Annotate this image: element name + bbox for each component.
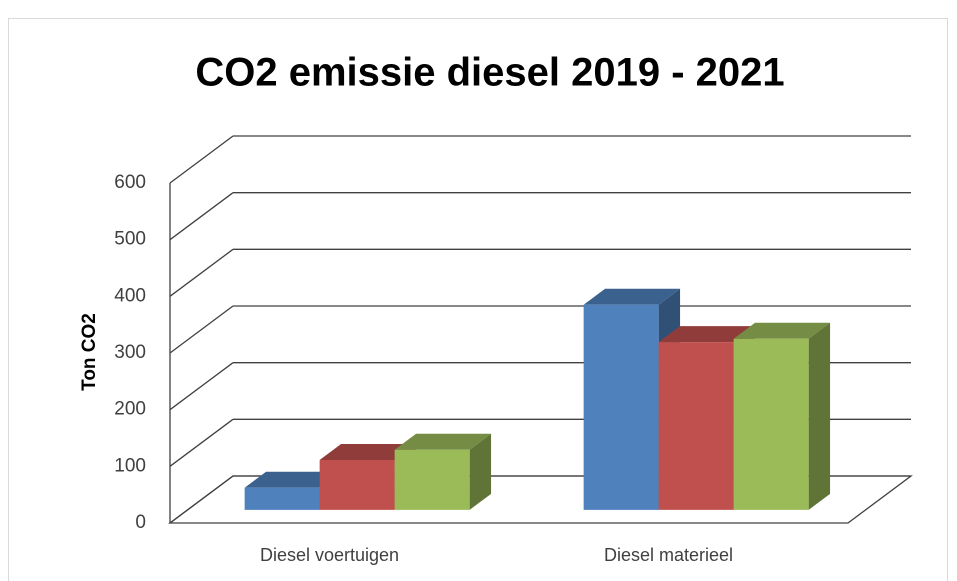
bar-front: [658, 342, 734, 510]
bar-side: [469, 433, 492, 510]
bar-top: [244, 471, 342, 488]
bar: [733, 322, 831, 510]
grid-line: [169, 248, 234, 297]
grid-line: [169, 475, 234, 524]
chart-title: CO2 emissie diesel 2019 - 2021: [195, 51, 784, 95]
bar-top: [583, 288, 681, 305]
grid-line: [169, 418, 234, 467]
x-tick-label: Diesel voertuigen: [260, 545, 399, 565]
bar-front: [319, 459, 395, 510]
bar: [394, 433, 492, 510]
y-tick-label: 300: [114, 342, 146, 363]
y-tick-label: 600: [114, 172, 146, 193]
bar-front: [583, 304, 659, 510]
y-tick-label: 200: [114, 399, 146, 420]
bar-front: [394, 449, 470, 510]
bar-top: [733, 322, 831, 339]
y-tick-label: 100: [114, 455, 146, 476]
grid-line: [169, 135, 234, 184]
grid-line: [169, 362, 234, 411]
grid-line: [169, 305, 234, 354]
bar-top: [658, 326, 756, 343]
bar-top: [394, 433, 492, 450]
bar-top: [319, 443, 417, 460]
grid-line: [169, 192, 234, 241]
y-tick-label: 500: [114, 229, 146, 250]
y-axis-title: Ton CO2: [79, 313, 100, 391]
bar-side: [808, 322, 831, 510]
bar-front: [244, 487, 320, 510]
x-tick-label: Diesel materieel: [604, 545, 733, 565]
y-tick-label: 0: [135, 512, 146, 533]
y-tick-label: 400: [114, 285, 146, 306]
bar-front: [733, 338, 809, 510]
